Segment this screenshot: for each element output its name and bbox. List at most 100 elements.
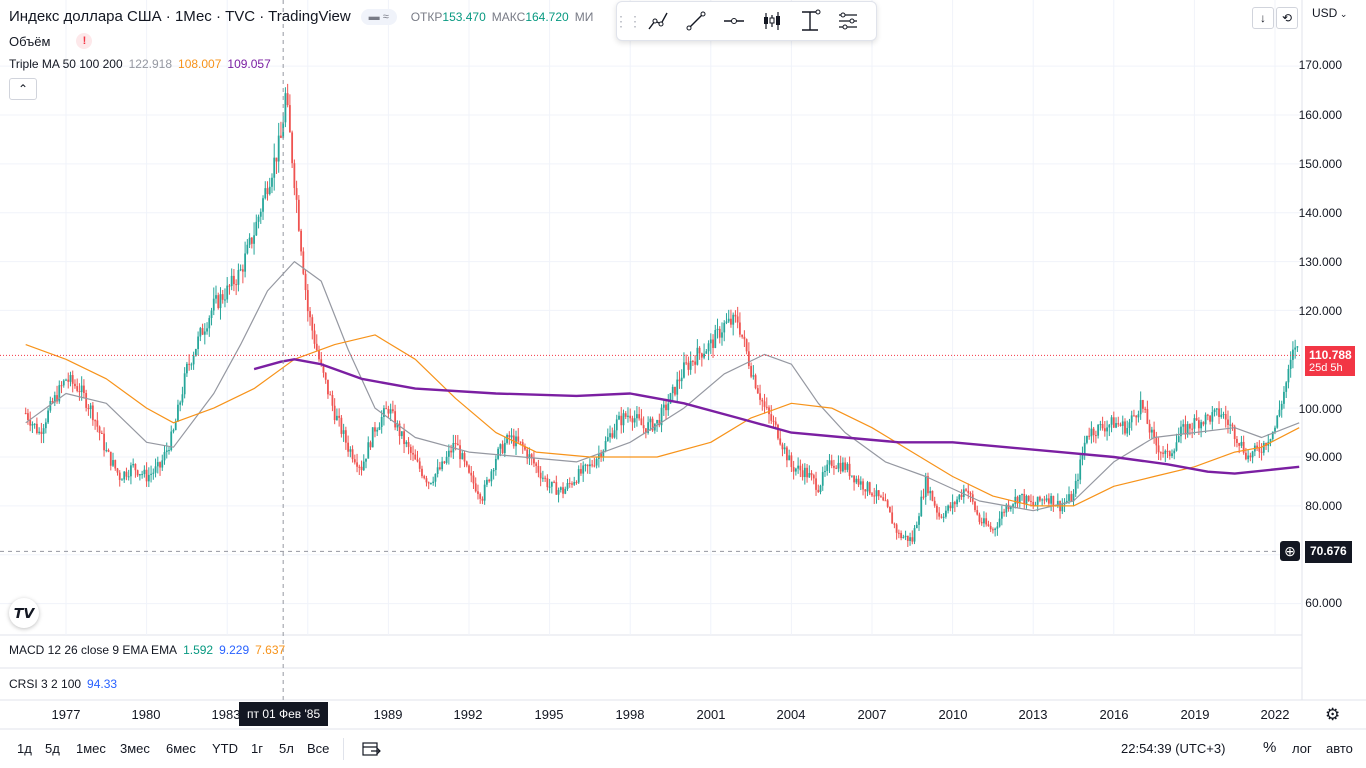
volume-warning-icon[interactable]: ! bbox=[76, 33, 93, 49]
collapse-legend-button[interactable]: ⌃ bbox=[9, 78, 37, 100]
candle-body bbox=[349, 449, 352, 452]
candle-body bbox=[544, 477, 547, 479]
symbol-title[interactable]: Индекс доллара США · 1Мес · TVC · Tradin… bbox=[9, 8, 351, 25]
candle-body bbox=[472, 475, 475, 484]
candle-body bbox=[1296, 346, 1299, 348]
range-3m-button[interactable]: 3мес bbox=[120, 741, 150, 756]
candle-body bbox=[105, 449, 108, 451]
candle-body bbox=[286, 93, 289, 106]
range-1d-button[interactable]: 1д bbox=[17, 741, 32, 756]
candle-body bbox=[383, 408, 385, 417]
add-alert-plus-icon[interactable]: ⊕ bbox=[1280, 541, 1300, 561]
range-5d-button[interactable]: 5д bbox=[45, 741, 60, 756]
candle-body bbox=[445, 456, 448, 463]
candle-body bbox=[696, 347, 699, 365]
refresh-button[interactable]: ⟲ bbox=[1276, 7, 1298, 29]
candle-body bbox=[1115, 423, 1117, 428]
trend-line-tool[interactable] bbox=[639, 2, 677, 40]
time-tick: 1989 bbox=[373, 707, 403, 722]
horizontal-line-tool[interactable] bbox=[715, 2, 753, 40]
candle-body bbox=[1077, 479, 1079, 481]
candle-body bbox=[987, 524, 990, 526]
candle-body bbox=[1119, 424, 1122, 426]
range-all-button[interactable]: Все bbox=[307, 741, 330, 756]
currency-selector[interactable]: USD ⌄ bbox=[1312, 6, 1347, 20]
candle-body bbox=[76, 386, 79, 391]
candle-body bbox=[1032, 501, 1035, 506]
candle-body bbox=[389, 409, 392, 414]
candle-body bbox=[604, 441, 607, 451]
candle-body bbox=[685, 362, 688, 364]
candle-body bbox=[983, 518, 985, 524]
candle-body bbox=[1175, 442, 1178, 451]
price-tick: 100.000 bbox=[1298, 402, 1342, 416]
price-range-tool[interactable] bbox=[791, 2, 829, 40]
candle-body bbox=[893, 523, 896, 525]
bars-pattern-tool[interactable] bbox=[753, 2, 791, 40]
candle-body bbox=[1244, 452, 1247, 460]
ma100-value: 108.007 bbox=[178, 57, 222, 71]
candle-body bbox=[172, 430, 175, 432]
candle-body bbox=[517, 436, 520, 442]
candle-body bbox=[85, 393, 88, 408]
range-ytd-button[interactable]: YTD bbox=[212, 741, 238, 756]
macd-label[interactable]: MACD 12 26 close 9 EMA EMA bbox=[9, 643, 178, 657]
tradingview-logo[interactable]: 𝙏𝙑 bbox=[9, 598, 39, 628]
range-6m-button[interactable]: 6мес bbox=[166, 741, 196, 756]
volume-label[interactable]: Объём bbox=[9, 33, 51, 49]
arrow-down-button[interactable]: ↓ bbox=[1252, 7, 1274, 29]
candle-body bbox=[631, 418, 634, 423]
candle-body bbox=[871, 493, 873, 496]
candle-body bbox=[794, 468, 797, 472]
range-1m-button[interactable]: 1мес bbox=[76, 741, 106, 756]
candle-body bbox=[613, 430, 616, 438]
candle-body bbox=[201, 328, 204, 335]
candle-body bbox=[33, 423, 36, 425]
candle-body bbox=[875, 490, 878, 497]
auto-scale-toggle[interactable]: авто bbox=[1326, 741, 1353, 756]
candle-body bbox=[400, 431, 403, 437]
legend-toggle-pill[interactable]: ▬ ≈ bbox=[360, 8, 397, 25]
candle-body bbox=[651, 418, 654, 431]
settings-tool[interactable] bbox=[829, 2, 867, 40]
candle-body bbox=[559, 487, 562, 490]
moving-average-50 bbox=[25, 261, 1300, 512]
candle-body bbox=[347, 442, 349, 452]
range-1y-button[interactable]: 1г bbox=[251, 741, 263, 756]
candle-body bbox=[1041, 499, 1044, 501]
candle-body bbox=[915, 524, 918, 529]
candle-body bbox=[1157, 445, 1160, 453]
candle-body bbox=[132, 463, 135, 466]
candle-body bbox=[555, 482, 558, 495]
price-tick: 160.000 bbox=[1298, 108, 1342, 122]
candle-body bbox=[237, 270, 240, 285]
candle-body bbox=[846, 463, 849, 470]
log-scale-toggle[interactable]: лог bbox=[1292, 741, 1312, 756]
candle-body bbox=[924, 476, 927, 498]
ma-label[interactable]: Triple MA 50 100 200 bbox=[9, 57, 123, 71]
candle-body bbox=[980, 521, 983, 524]
candle-body bbox=[1220, 414, 1223, 417]
candle-body bbox=[398, 423, 401, 437]
drag-handle-icon[interactable]: ⋮⋮ bbox=[614, 12, 642, 29]
candle-body bbox=[830, 460, 833, 466]
date-range-button[interactable] bbox=[361, 739, 381, 764]
crsi-label[interactable]: CRSI 3 2 100 bbox=[9, 677, 82, 691]
candle-body bbox=[262, 198, 264, 212]
candle-body bbox=[994, 528, 997, 530]
ray-icon bbox=[686, 11, 706, 31]
candle-body bbox=[293, 163, 296, 189]
candle-body bbox=[882, 497, 885, 501]
ray-tool[interactable] bbox=[677, 2, 715, 40]
percent-scale-toggle[interactable]: % bbox=[1263, 739, 1277, 756]
candle-body bbox=[835, 467, 838, 469]
range-5y-button[interactable]: 5л bbox=[279, 741, 294, 756]
candle-body bbox=[1056, 500, 1059, 506]
candle-body bbox=[1193, 418, 1196, 429]
crosshair-price-label: 70.676 bbox=[1305, 541, 1352, 563]
candle-body bbox=[642, 425, 645, 429]
candle-body bbox=[712, 339, 714, 348]
chart-settings-gear-icon[interactable]: ⚙ bbox=[1325, 705, 1341, 724]
clock-timezone[interactable]: 22:54:39 (UTC+3) bbox=[1121, 741, 1226, 756]
